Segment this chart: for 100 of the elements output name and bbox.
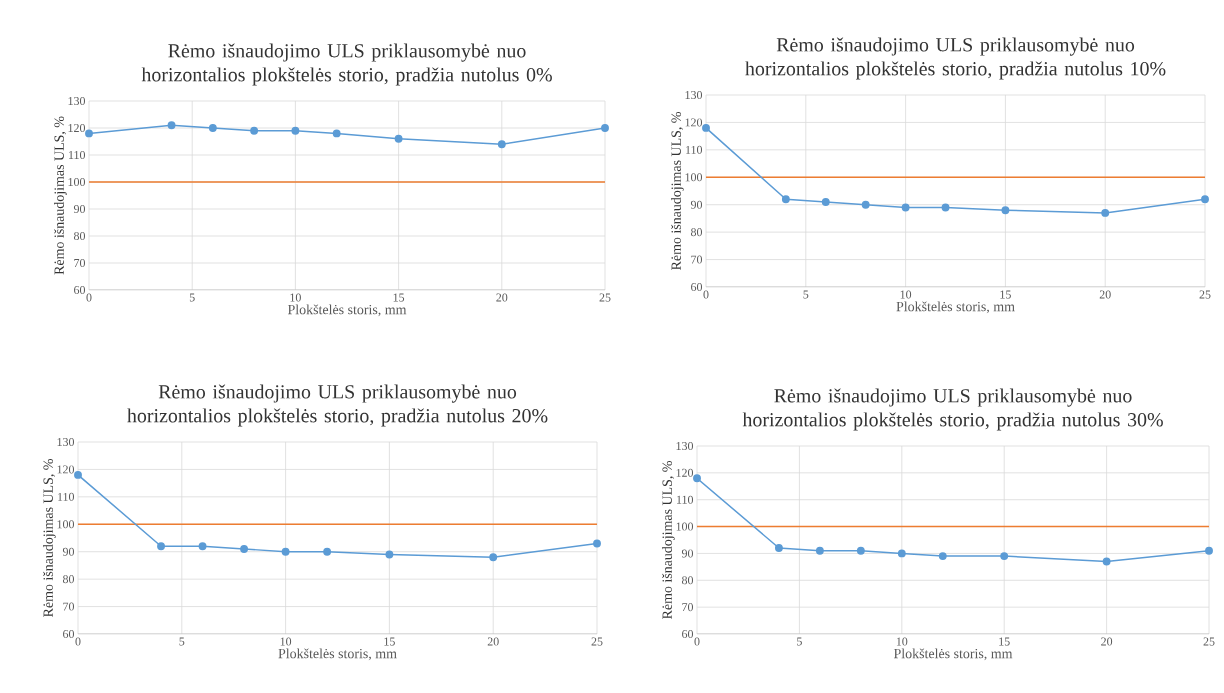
x-axis-title: Plokštelės storis, mm bbox=[287, 304, 407, 317]
point bbox=[1001, 206, 1010, 215]
y-axis-title: Rėmo išnaudojimas ULS, % bbox=[54, 116, 67, 275]
point bbox=[781, 195, 790, 204]
y-tick-label: 130 bbox=[57, 437, 75, 447]
point bbox=[240, 545, 249, 553]
point bbox=[601, 124, 609, 132]
x-tick-label: 0 bbox=[694, 637, 700, 646]
y-tick-label: 60 bbox=[74, 285, 86, 295]
y-tick-label: 90 bbox=[73, 204, 86, 214]
point bbox=[291, 126, 300, 135]
y-axis-title: Rėmo išnaudojimas ULS, % bbox=[43, 459, 56, 618]
point bbox=[897, 549, 906, 558]
y-tick-label: 100 bbox=[68, 177, 86, 187]
x-tick-label: 0 bbox=[75, 637, 81, 646]
y-tick-label: 80 bbox=[62, 575, 75, 584]
point bbox=[74, 470, 82, 479]
y-tick-label: 120 bbox=[676, 468, 694, 477]
point bbox=[332, 129, 341, 138]
y-tick-label: 60 bbox=[63, 629, 75, 639]
point bbox=[489, 553, 498, 562]
y-tick-label: 130 bbox=[68, 96, 86, 106]
y-tick-label: 90 bbox=[62, 547, 75, 556]
point bbox=[938, 552, 947, 561]
point bbox=[281, 547, 290, 556]
x-tick-label: 10 bbox=[900, 290, 912, 299]
x-tick-label: 10 bbox=[290, 293, 301, 302]
y-tick-label: 120 bbox=[685, 118, 703, 127]
x-tick-label: 5 bbox=[803, 290, 809, 299]
point bbox=[693, 474, 701, 483]
point bbox=[1201, 195, 1209, 204]
y-tick-label: 130 bbox=[676, 441, 694, 451]
x-tick-label: 15 bbox=[393, 293, 405, 302]
point bbox=[821, 198, 830, 206]
x-tick-label: 20 bbox=[1101, 637, 1113, 646]
chart-title: Rėmo išnaudojimo ULS priklausomybė nuo horizontalios plokštelės storio, pradžia nutolus 20% bbox=[127, 384, 548, 427]
y-tick-label: 90 bbox=[681, 549, 694, 558]
x-tick-label: 15 bbox=[1000, 290, 1011, 299]
y-tick-label: 130 bbox=[685, 90, 703, 100]
point bbox=[157, 542, 165, 551]
y-tick-label: 90 bbox=[690, 200, 703, 209]
point bbox=[1205, 546, 1213, 555]
y-tick-label: 110 bbox=[686, 145, 703, 154]
y-tick-label: 80 bbox=[681, 576, 694, 585]
point bbox=[394, 134, 403, 143]
y-tick-label: 110 bbox=[69, 150, 86, 160]
point bbox=[497, 140, 506, 149]
y-axis-title: Rėmo išnaudojimas ULS, % bbox=[671, 112, 684, 271]
point bbox=[1102, 557, 1111, 566]
y-tick-label: 100 bbox=[676, 522, 694, 531]
x-tick-label: 20 bbox=[487, 637, 499, 646]
x-tick-label: 15 bbox=[999, 637, 1010, 646]
y-tick-label: 80 bbox=[73, 231, 86, 241]
point bbox=[593, 539, 601, 548]
y-tick-label: 70 bbox=[63, 602, 75, 611]
point bbox=[815, 546, 824, 555]
x-tick-label: 5 bbox=[179, 637, 185, 646]
chart-title: Rėmo išnaudojimo ULS priklausomybė nuo horizontalios plokštelės storio, pradžia nutolus 10% bbox=[745, 37, 1166, 80]
y-tick-label: 100 bbox=[685, 173, 703, 182]
point bbox=[198, 542, 207, 551]
x-tick-label: 10 bbox=[280, 637, 292, 646]
point bbox=[856, 546, 865, 555]
point bbox=[250, 126, 259, 135]
point bbox=[1101, 209, 1110, 217]
x-tick-label: 10 bbox=[896, 637, 908, 646]
y-tick-label: 100 bbox=[57, 520, 75, 529]
x-tick-label: 5 bbox=[797, 637, 802, 646]
point bbox=[702, 123, 710, 132]
y-tick-label: 110 bbox=[58, 492, 75, 501]
y-tick-label: 60 bbox=[682, 629, 694, 639]
x-axis-title: Plokštelės storis, mm bbox=[893, 648, 1013, 661]
x-axis-title: Plokštelės storis, mm bbox=[278, 648, 397, 661]
chart-title: Rėmo išnaudojimo ULS priklausomybė nuo horizontalios plokštelės storio, pradžia nutolus 30% bbox=[742, 388, 1163, 431]
y-tick-label: 120 bbox=[68, 123, 86, 133]
x-tick-label: 0 bbox=[703, 290, 709, 299]
point bbox=[1000, 552, 1009, 561]
x-tick-label: 25 bbox=[599, 293, 611, 302]
x-tick-label: 0 bbox=[86, 293, 92, 302]
point bbox=[323, 547, 332, 556]
y-tick-label: 70 bbox=[682, 603, 694, 612]
y-axis-title: Rėmo išnaudojimas ULS, % bbox=[662, 461, 675, 620]
x-tick-label: 5 bbox=[189, 293, 195, 302]
point bbox=[941, 203, 950, 212]
y-tick-label: 70 bbox=[691, 255, 703, 264]
x-axis-title: Plokštelės storis, mm bbox=[896, 301, 1015, 314]
y-tick-label: 120 bbox=[57, 465, 75, 474]
point bbox=[167, 121, 176, 130]
point bbox=[385, 550, 394, 559]
x-tick-label: 15 bbox=[384, 637, 395, 646]
point bbox=[901, 203, 910, 212]
point bbox=[85, 129, 93, 138]
x-tick-label: 25 bbox=[1203, 637, 1215, 646]
x-tick-label: 20 bbox=[496, 293, 508, 302]
chart-title: Rėmo išnaudojimo ULS priklausomybė nuo horizontalios plokštelės storio, pradžia nutolus 0% bbox=[141, 43, 552, 86]
y-tick-label: 110 bbox=[677, 495, 694, 504]
point bbox=[208, 124, 217, 132]
x-tick-label: 25 bbox=[591, 637, 603, 646]
y-tick-label: 80 bbox=[690, 228, 703, 237]
x-tick-label: 20 bbox=[1099, 290, 1111, 299]
y-tick-label: 60 bbox=[691, 282, 703, 292]
